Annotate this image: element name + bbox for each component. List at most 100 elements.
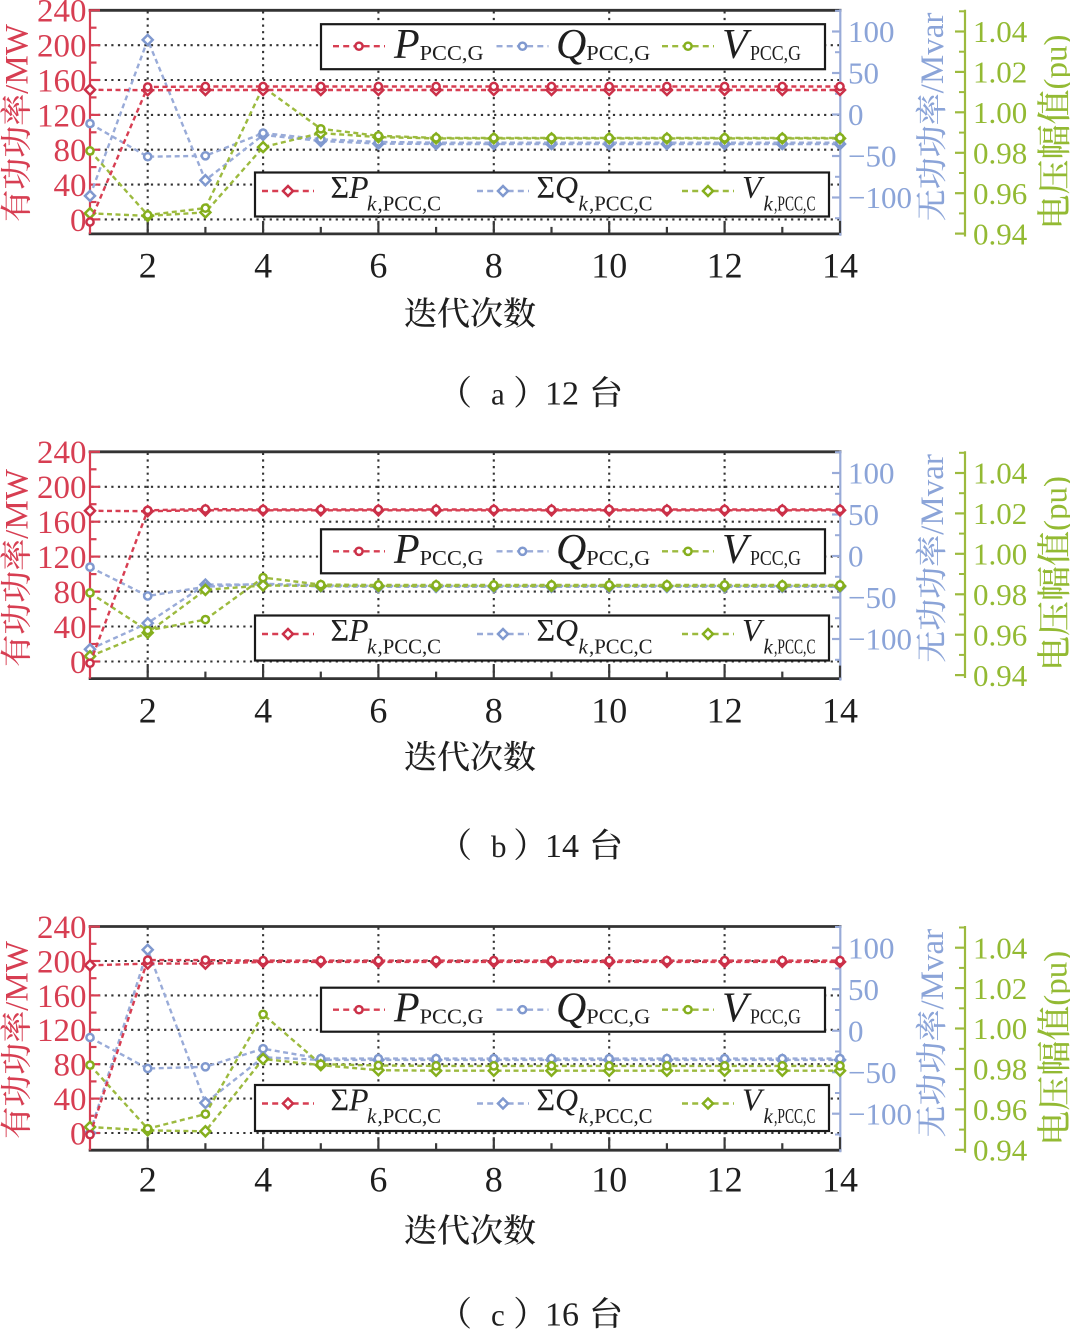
svg-text:Σ: Σ — [331, 612, 350, 648]
svg-text:0: 0 — [70, 203, 87, 239]
svg-text:−50: −50 — [848, 139, 896, 174]
svg-text:PCC,G: PCC,G — [586, 1005, 650, 1029]
svg-text:PCC,G: PCC,G — [750, 1005, 801, 1029]
svg-text:100: 100 — [848, 456, 895, 491]
svg-text:200: 200 — [37, 29, 87, 65]
svg-text:12: 12 — [707, 1159, 743, 1199]
svg-text:Σ: Σ — [537, 612, 556, 648]
svg-text:240: 240 — [37, 435, 87, 471]
svg-text:Σ: Σ — [537, 169, 556, 205]
svg-text:160: 160 — [37, 63, 87, 99]
svg-text:PCC,G: PCC,G — [586, 546, 650, 570]
svg-text:4: 4 — [254, 691, 272, 731]
svg-text:6: 6 — [369, 691, 387, 731]
svg-text:200: 200 — [37, 944, 87, 980]
svg-text:,PCC,C: ,PCC,C — [589, 1104, 653, 1128]
svg-text:50: 50 — [848, 497, 879, 532]
svg-text:120: 120 — [37, 1013, 87, 1049]
svg-text:14: 14 — [545, 828, 579, 865]
svg-text:,PCC,C: ,PCC,C — [589, 635, 653, 659]
svg-text:,PCC,C: ,PCC,C — [378, 1104, 442, 1128]
svg-text:Q: Q — [555, 169, 578, 205]
svg-text:V: V — [722, 986, 752, 1032]
svg-text:PCC,G: PCC,G — [750, 41, 801, 65]
svg-text:Q: Q — [555, 1082, 578, 1118]
svg-text:P: P — [348, 612, 369, 648]
svg-text:V: V — [722, 527, 752, 573]
svg-text:100: 100 — [848, 930, 895, 965]
svg-text:0.94: 0.94 — [973, 658, 1028, 693]
svg-text:PCC,G: PCC,G — [420, 41, 484, 65]
svg-text:4: 4 — [254, 246, 272, 286]
svg-text:Q: Q — [556, 986, 586, 1032]
svg-text:a: a — [491, 377, 505, 412]
svg-text:k: k — [367, 635, 377, 659]
svg-text:V: V — [742, 612, 765, 648]
svg-text:0: 0 — [848, 539, 864, 574]
svg-text:k: k — [579, 635, 589, 659]
svg-text:40: 40 — [54, 610, 87, 646]
svg-text:−50: −50 — [848, 580, 896, 615]
svg-text:PCC,G: PCC,G — [420, 1005, 484, 1029]
svg-text:10: 10 — [591, 246, 627, 286]
svg-text:P: P — [393, 527, 420, 573]
svg-text:0.94: 0.94 — [973, 1133, 1028, 1168]
svg-text:k: k — [764, 1104, 774, 1128]
svg-text:6: 6 — [369, 1159, 387, 1199]
svg-text:/MW: /MW — [0, 468, 36, 539]
svg-text:2: 2 — [139, 1159, 157, 1199]
svg-text:P: P — [348, 169, 369, 205]
svg-text:Σ: Σ — [331, 169, 350, 205]
svg-text:14: 14 — [822, 1159, 858, 1199]
svg-text:,PCC,C: ,PCC,C — [774, 192, 816, 216]
svg-text:12: 12 — [707, 246, 743, 286]
svg-text:−100: −100 — [848, 1096, 912, 1131]
svg-text:P: P — [393, 22, 420, 68]
svg-text:Q: Q — [556, 527, 586, 573]
svg-text:1.02: 1.02 — [973, 971, 1027, 1006]
svg-text:10: 10 — [591, 691, 627, 731]
svg-text:8: 8 — [485, 691, 503, 731]
svg-text:100: 100 — [848, 14, 895, 49]
svg-text:/Mvar: /Mvar — [915, 454, 951, 535]
svg-text:k: k — [764, 192, 774, 216]
svg-text:P: P — [393, 986, 420, 1032]
svg-text:0: 0 — [70, 1116, 87, 1152]
svg-text:240: 240 — [37, 0, 87, 30]
svg-text:V: V — [742, 169, 765, 205]
svg-text:Σ: Σ — [331, 1082, 350, 1118]
svg-text:4: 4 — [254, 1159, 272, 1199]
svg-text:PCC,G: PCC,G — [750, 546, 801, 570]
svg-text:,PCC,C: ,PCC,C — [378, 192, 442, 216]
svg-text:50: 50 — [848, 56, 879, 91]
svg-text:k: k — [579, 1104, 589, 1128]
svg-text:14: 14 — [822, 691, 858, 731]
svg-text:1.02: 1.02 — [973, 55, 1027, 90]
svg-text:0: 0 — [70, 645, 87, 681]
svg-text:1.00: 1.00 — [973, 537, 1027, 572]
svg-text:V: V — [742, 1082, 765, 1118]
svg-text:1.00: 1.00 — [973, 1011, 1027, 1046]
svg-text:40: 40 — [54, 168, 87, 204]
svg-text:0: 0 — [848, 1013, 864, 1048]
svg-text:2: 2 — [139, 691, 157, 731]
svg-text:0.96: 0.96 — [973, 176, 1027, 211]
svg-text:2: 2 — [139, 246, 157, 286]
svg-text:1.00: 1.00 — [973, 95, 1027, 130]
svg-text:1.04: 1.04 — [973, 456, 1028, 491]
svg-text:16: 16 — [545, 1297, 579, 1330]
svg-text:PCC,G: PCC,G — [420, 546, 484, 570]
svg-text:P: P — [348, 1082, 369, 1118]
svg-text:12: 12 — [707, 691, 743, 731]
svg-text:10: 10 — [591, 1159, 627, 1199]
svg-text:−100: −100 — [848, 180, 912, 215]
svg-text:V: V — [722, 22, 752, 68]
svg-text:Q: Q — [556, 22, 586, 68]
svg-text:50: 50 — [848, 972, 879, 1007]
svg-text:k: k — [367, 1104, 377, 1128]
svg-text:k: k — [367, 192, 377, 216]
svg-text:160: 160 — [37, 505, 87, 541]
svg-text:120: 120 — [37, 540, 87, 576]
svg-text:(pu): (pu) — [1039, 951, 1070, 1006]
svg-text:0.94: 0.94 — [973, 216, 1028, 251]
